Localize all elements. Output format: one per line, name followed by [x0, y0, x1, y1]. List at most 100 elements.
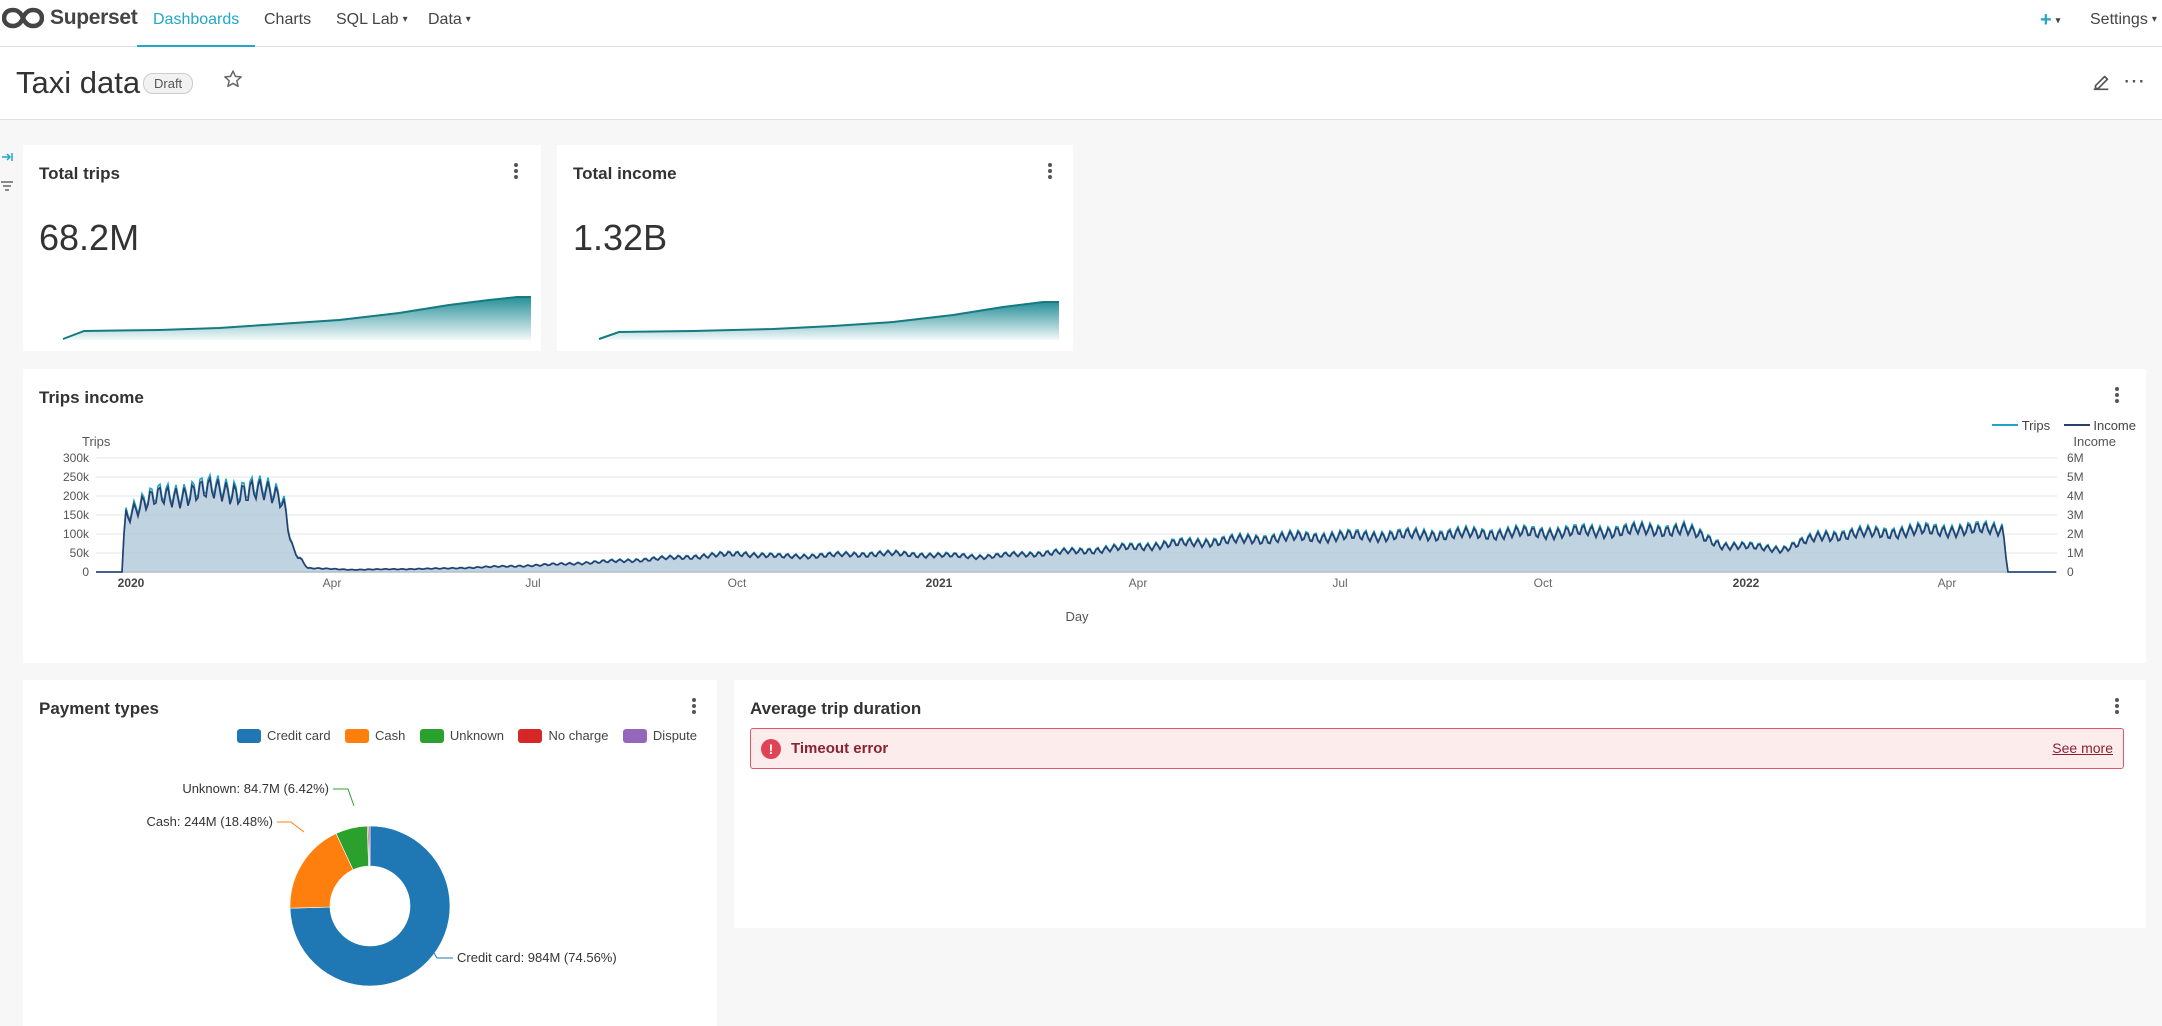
trendline-sparkline	[598, 301, 1059, 340]
legend-label: Trips	[2021, 417, 2051, 433]
card-menu-icon[interactable]	[2112, 385, 2122, 407]
x-tick-label: Oct	[1534, 576, 1553, 590]
nav-sql-lab[interactable]: SQL Lab ▾	[336, 0, 408, 47]
more-options-icon[interactable]: ⋯	[2123, 68, 2146, 93]
x-tick-label: Jul	[1332, 576, 1347, 590]
right-axis-label: Income	[2073, 434, 2116, 449]
leader-line-unknown	[333, 788, 355, 807]
trendline-sparkline	[62, 296, 531, 340]
chevron-down-icon: ▾	[2055, 15, 2061, 26]
x-tick-label: Oct	[728, 576, 747, 590]
card-menu-icon[interactable]	[1045, 161, 1055, 183]
pie-slices	[289, 825, 451, 987]
chart-legend: Trips Income	[1982, 417, 2136, 433]
left-tick-label: 0	[82, 565, 89, 579]
right-tick-label: 3M	[2067, 508, 2084, 522]
right-tick-label: 6M	[2067, 451, 2084, 465]
favorite-star-icon[interactable]	[223, 69, 243, 94]
legend-label: No charge	[548, 728, 609, 743]
chevron-down-icon: ▾	[402, 14, 408, 25]
card-title: Average trip duration	[750, 699, 922, 718]
right-axis-ticks: 6M 5M 4M 3M 2M 1M 0	[2067, 451, 2084, 579]
x-tick-label: Jul	[525, 576, 540, 590]
big-number-value: 1.32B	[573, 217, 668, 258]
nav-data[interactable]: Data ▾	[428, 0, 471, 47]
card-title: Payment types	[39, 699, 159, 718]
total-income-card: Total income 1.32B	[557, 145, 1073, 351]
legend-item-no-charge[interactable]: No charge	[518, 728, 608, 743]
x-tick-label: Apr	[1938, 576, 1957, 590]
left-tick-label: 50k	[70, 546, 90, 560]
swatch	[622, 728, 647, 743]
chart-series	[96, 472, 2057, 573]
total-trips-card: Total trips 68.2M	[23, 145, 541, 351]
pie-label-credit: Credit card: 984M (74.56%)	[457, 950, 617, 965]
expand-icon[interactable]	[0, 150, 14, 164]
card-title: Total income	[573, 164, 677, 183]
trips-income-card: Trips income Trips Income Trips Income 3…	[23, 369, 2146, 663]
legend-line-icon	[1992, 424, 2019, 426]
chevron-down-icon: ▾	[465, 14, 471, 25]
superset-logo-icon	[2, 7, 44, 29]
pie-legend: Credit card Cash Unknown No charge Dispu…	[227, 728, 697, 748]
x-tick-label: 2022	[1733, 576, 1760, 590]
settings-menu[interactable]: Settings ▾	[2090, 0, 2157, 47]
x-tick-label: Apr	[323, 576, 342, 590]
card-title: Total trips	[39, 164, 120, 183]
leader-line-credit	[427, 942, 453, 959]
right-tick-label: 4M	[2067, 489, 2084, 503]
legend-item-unknown[interactable]: Unknown	[419, 728, 505, 743]
pie-slice-credit-card	[289, 825, 451, 987]
big-number-value: 68.2M	[39, 217, 140, 258]
legend-label: Unknown	[449, 728, 505, 743]
right-tick-label: 0	[2067, 565, 2074, 579]
legend-item-dispute[interactable]: Dispute	[622, 728, 697, 743]
income-area	[96, 478, 2057, 572]
top-navbar: Superset Dashboards Charts SQL Lab ▾ Data…	[0, 0, 2162, 47]
dashboard-title[interactable]: Taxi data	[16, 65, 141, 100]
card-menu-icon[interactable]	[511, 161, 521, 183]
swatch	[518, 728, 543, 743]
brand-logo[interactable]: Superset	[2, 6, 138, 30]
card-title: Trips income	[39, 388, 144, 407]
settings-label: Settings	[2090, 11, 2148, 29]
swatch	[236, 728, 261, 743]
legend-item-trips[interactable]: Trips	[1992, 418, 2050, 433]
pie-label-cash: Cash: 244M (18.48%)	[147, 814, 273, 829]
error-message: Timeout error	[791, 740, 889, 757]
filter-bar-toggle[interactable]	[0, 150, 14, 198]
nav-sql-lab-label: SQL Lab	[336, 11, 399, 29]
card-menu-icon[interactable]	[689, 696, 699, 718]
legend-item-credit-card[interactable]: Credit card	[236, 728, 331, 743]
legend-label: Cash	[375, 728, 406, 743]
see-more-link[interactable]: See more	[2052, 740, 2113, 756]
x-tick-label: 2020	[118, 576, 145, 590]
edit-dashboard-icon[interactable]	[2090, 71, 2112, 98]
error-alert: ! Timeout error See more	[750, 728, 2124, 769]
pie-slice-dispute	[368, 825, 371, 867]
nav-charts[interactable]: Charts	[264, 11, 312, 28]
left-tick-label: 100k	[63, 527, 90, 541]
brand-name: Superset	[50, 6, 138, 29]
legend-label: Income	[2093, 417, 2136, 433]
card-menu-icon[interactable]	[2112, 696, 2122, 718]
legend-label: Dispute	[652, 728, 697, 743]
right-tick-label: 2M	[2067, 527, 2084, 541]
left-tick-label: 300k	[63, 451, 90, 465]
legend-label: Credit card	[266, 728, 331, 743]
legend-item-income[interactable]: Income	[2063, 417, 2136, 433]
legend-item-cash[interactable]: Cash	[345, 728, 405, 743]
series-line-income	[96, 475, 2056, 573]
left-axis-label: Trips	[82, 434, 111, 449]
trips-income-chart: Trips Income 300k 250k 200k 150k 100k 50k 0 6M…	[63, 434, 2116, 624]
filter-icon[interactable]	[0, 179, 14, 193]
status-badge[interactable]: Draft	[143, 73, 194, 94]
add-menu-button[interactable]: + ▾	[2040, 9, 2060, 32]
dashboard-header: Taxi data Draft ⋯	[0, 47, 2162, 120]
swatch	[419, 728, 444, 743]
right-tick-label: 1M	[2067, 546, 2084, 560]
nav-dashboards[interactable]: Dashboards	[137, 0, 256, 47]
payment-types-pie: Credit card: 984M (74.56%) Cash: 244M (1…	[147, 781, 617, 987]
swatch	[345, 728, 370, 743]
right-tick-label: 5M	[2067, 470, 2084, 484]
